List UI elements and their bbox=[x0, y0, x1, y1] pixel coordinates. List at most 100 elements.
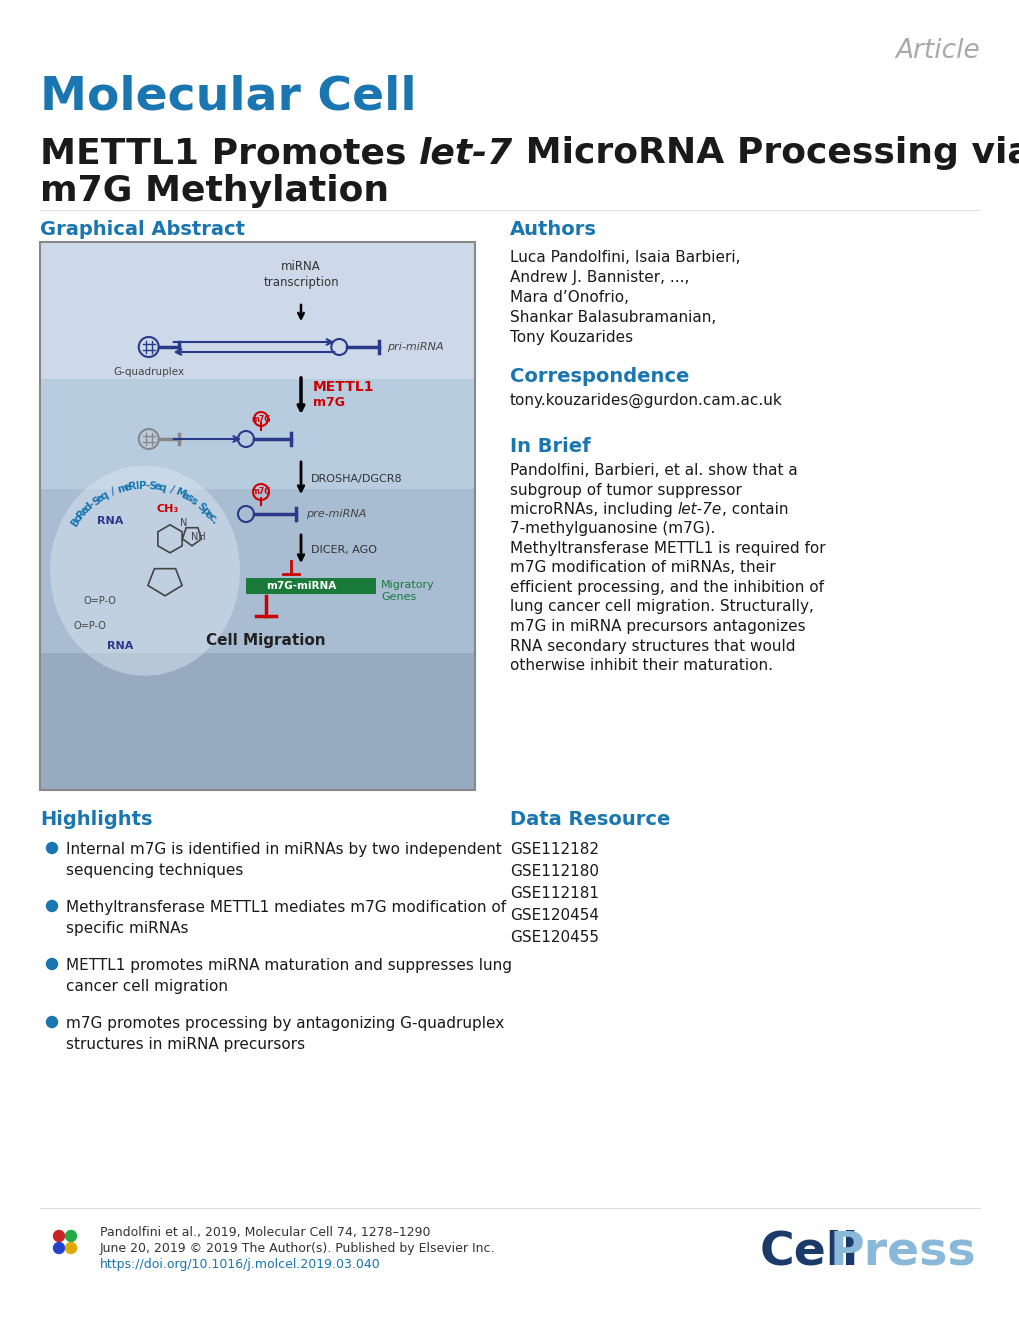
Text: m7G modification of miRNAs, their: m7G modification of miRNAs, their bbox=[510, 560, 775, 576]
Text: RNA: RNA bbox=[107, 641, 133, 651]
Text: e: e bbox=[202, 508, 214, 520]
Text: q: q bbox=[157, 482, 167, 494]
Text: s: s bbox=[184, 493, 195, 504]
Text: m7G Methylation: m7G Methylation bbox=[40, 173, 388, 208]
Text: Internal m7G is identified in miRNAs by two independent: Internal m7G is identified in miRNAs by … bbox=[66, 842, 501, 857]
Circle shape bbox=[47, 842, 57, 854]
Text: m: m bbox=[116, 482, 129, 495]
Text: METTL1 Promotes: METTL1 Promotes bbox=[40, 136, 419, 169]
Text: M: M bbox=[174, 487, 187, 500]
FancyBboxPatch shape bbox=[40, 242, 475, 379]
Text: -: - bbox=[145, 481, 150, 491]
Text: N: N bbox=[180, 518, 187, 528]
Text: NH: NH bbox=[191, 532, 205, 542]
FancyBboxPatch shape bbox=[40, 489, 475, 653]
Text: RNA: RNA bbox=[97, 516, 123, 526]
Text: RNA secondary structures that would: RNA secondary structures that would bbox=[510, 638, 795, 654]
Text: m7G promotes processing by antagonizing G-quadruplex: m7G promotes processing by antagonizing … bbox=[66, 1016, 503, 1031]
Text: Methyltransferase METTL1 is required for: Methyltransferase METTL1 is required for bbox=[510, 542, 824, 556]
Text: otherwise inhibit their maturation.: otherwise inhibit their maturation. bbox=[510, 658, 772, 673]
Text: e: e bbox=[153, 481, 161, 493]
Text: subgroup of tumor suppressor: subgroup of tumor suppressor bbox=[510, 482, 741, 498]
Text: pre-miRNA: pre-miRNA bbox=[306, 508, 366, 519]
Text: Graphical Abstract: Graphical Abstract bbox=[40, 220, 245, 240]
Text: METTL1: METTL1 bbox=[313, 380, 374, 395]
Text: c: c bbox=[206, 512, 217, 523]
Text: /: / bbox=[168, 485, 175, 495]
Circle shape bbox=[65, 1242, 76, 1254]
Text: O=P-O: O=P-O bbox=[84, 596, 116, 606]
Text: o: o bbox=[72, 512, 85, 524]
Text: -: - bbox=[88, 499, 97, 510]
Text: p: p bbox=[199, 504, 211, 516]
Text: Correspondence: Correspondence bbox=[510, 367, 689, 387]
FancyBboxPatch shape bbox=[246, 579, 376, 594]
Text: microRNAs, including: microRNAs, including bbox=[510, 502, 677, 516]
Text: Molecular Cell: Molecular Cell bbox=[40, 75, 416, 120]
FancyBboxPatch shape bbox=[40, 653, 475, 790]
Text: .: . bbox=[209, 518, 220, 527]
Text: R: R bbox=[75, 508, 88, 520]
Text: S: S bbox=[196, 500, 208, 514]
Text: e: e bbox=[78, 504, 91, 516]
Text: I: I bbox=[136, 481, 140, 491]
Text: O=P-O: O=P-O bbox=[73, 621, 106, 630]
Text: Methyltransferase METTL1 mediates m7G modification of: Methyltransferase METTL1 mediates m7G mo… bbox=[66, 900, 505, 915]
Text: m7G in miRNA precursors antagonizes: m7G in miRNA precursors antagonizes bbox=[510, 620, 805, 634]
Text: Cell: Cell bbox=[759, 1230, 858, 1275]
Text: B: B bbox=[69, 516, 82, 528]
Text: MicroRNA Processing via: MicroRNA Processing via bbox=[513, 136, 1019, 169]
Circle shape bbox=[47, 1017, 57, 1027]
Text: GSE120455: GSE120455 bbox=[510, 929, 598, 945]
Text: Genes: Genes bbox=[381, 592, 416, 602]
Text: m7G: m7G bbox=[313, 396, 344, 409]
Ellipse shape bbox=[50, 466, 239, 675]
Text: GSE112182: GSE112182 bbox=[510, 842, 598, 857]
Text: GSE112181: GSE112181 bbox=[510, 886, 598, 902]
Text: R: R bbox=[127, 481, 138, 493]
Text: a: a bbox=[179, 490, 191, 502]
Circle shape bbox=[65, 1230, 76, 1242]
Text: In Brief: In Brief bbox=[510, 437, 590, 455]
Text: tony.kouzarides@gurdon.cam.ac.uk: tony.kouzarides@gurdon.cam.ac.uk bbox=[510, 393, 782, 408]
Text: Highlights: Highlights bbox=[40, 810, 153, 829]
Text: Article: Article bbox=[895, 38, 979, 64]
Text: efficient processing, and the inhibition of: efficient processing, and the inhibition… bbox=[510, 580, 823, 594]
Text: lung cancer cell migration. Structurally,: lung cancer cell migration. Structurally… bbox=[510, 600, 813, 614]
Circle shape bbox=[53, 1230, 64, 1242]
Text: GSE112180: GSE112180 bbox=[510, 865, 598, 879]
Text: S: S bbox=[91, 495, 102, 507]
Text: let-7: let-7 bbox=[419, 136, 513, 169]
Text: specific miRNAs: specific miRNAs bbox=[66, 922, 189, 936]
Text: , contain: , contain bbox=[721, 502, 788, 516]
Text: June 20, 2019 © 2019 The Author(s). Published by Elsevier Inc.: June 20, 2019 © 2019 The Author(s). Publ… bbox=[100, 1242, 495, 1255]
Text: let-7e: let-7e bbox=[677, 502, 721, 516]
Text: DROSHA/DGCR8: DROSHA/DGCR8 bbox=[311, 474, 403, 485]
Text: Authors: Authors bbox=[510, 220, 596, 240]
Text: Andrew J. Bannister, ...,: Andrew J. Bannister, ..., bbox=[510, 270, 689, 285]
Text: m7G-miRNA: m7G-miRNA bbox=[266, 581, 336, 591]
Text: S: S bbox=[148, 481, 157, 491]
Circle shape bbox=[53, 1242, 64, 1254]
Text: Shankar Balasubramanian,: Shankar Balasubramanian, bbox=[510, 310, 715, 324]
Circle shape bbox=[47, 900, 57, 911]
Text: Luca Pandolfini, Isaia Barbieri,: Luca Pandolfini, Isaia Barbieri, bbox=[510, 250, 740, 265]
Text: m7G: m7G bbox=[251, 487, 270, 496]
FancyBboxPatch shape bbox=[40, 379, 475, 489]
Text: e: e bbox=[123, 482, 132, 493]
Text: P: P bbox=[139, 481, 147, 491]
Text: Tony Kouzarides: Tony Kouzarides bbox=[510, 330, 633, 346]
Text: Data Resource: Data Resource bbox=[510, 810, 669, 829]
Text: Mara d’Onofrio,: Mara d’Onofrio, bbox=[510, 290, 629, 305]
Text: pri-miRNA: pri-miRNA bbox=[387, 342, 443, 352]
Text: Press: Press bbox=[829, 1230, 975, 1275]
Text: Migratory: Migratory bbox=[381, 580, 434, 591]
Text: Pandolfini, Barbieri, et al. show that a: Pandolfini, Barbieri, et al. show that a bbox=[510, 463, 797, 478]
Text: sequencing techniques: sequencing techniques bbox=[66, 863, 244, 878]
Text: cancer cell migration: cancer cell migration bbox=[66, 978, 228, 994]
Text: CH₃: CH₃ bbox=[157, 504, 179, 514]
Text: https://doi.org/10.1016/j.molcel.2019.03.040: https://doi.org/10.1016/j.molcel.2019.03… bbox=[100, 1258, 380, 1271]
Text: Pandolfini et al., 2019, Molecular Cell 74, 1278–1290: Pandolfini et al., 2019, Molecular Cell … bbox=[100, 1226, 430, 1239]
Text: G-quadruplex: G-quadruplex bbox=[113, 367, 184, 377]
Text: 7-methylguanosine (m7G).: 7-methylguanosine (m7G). bbox=[510, 522, 714, 536]
